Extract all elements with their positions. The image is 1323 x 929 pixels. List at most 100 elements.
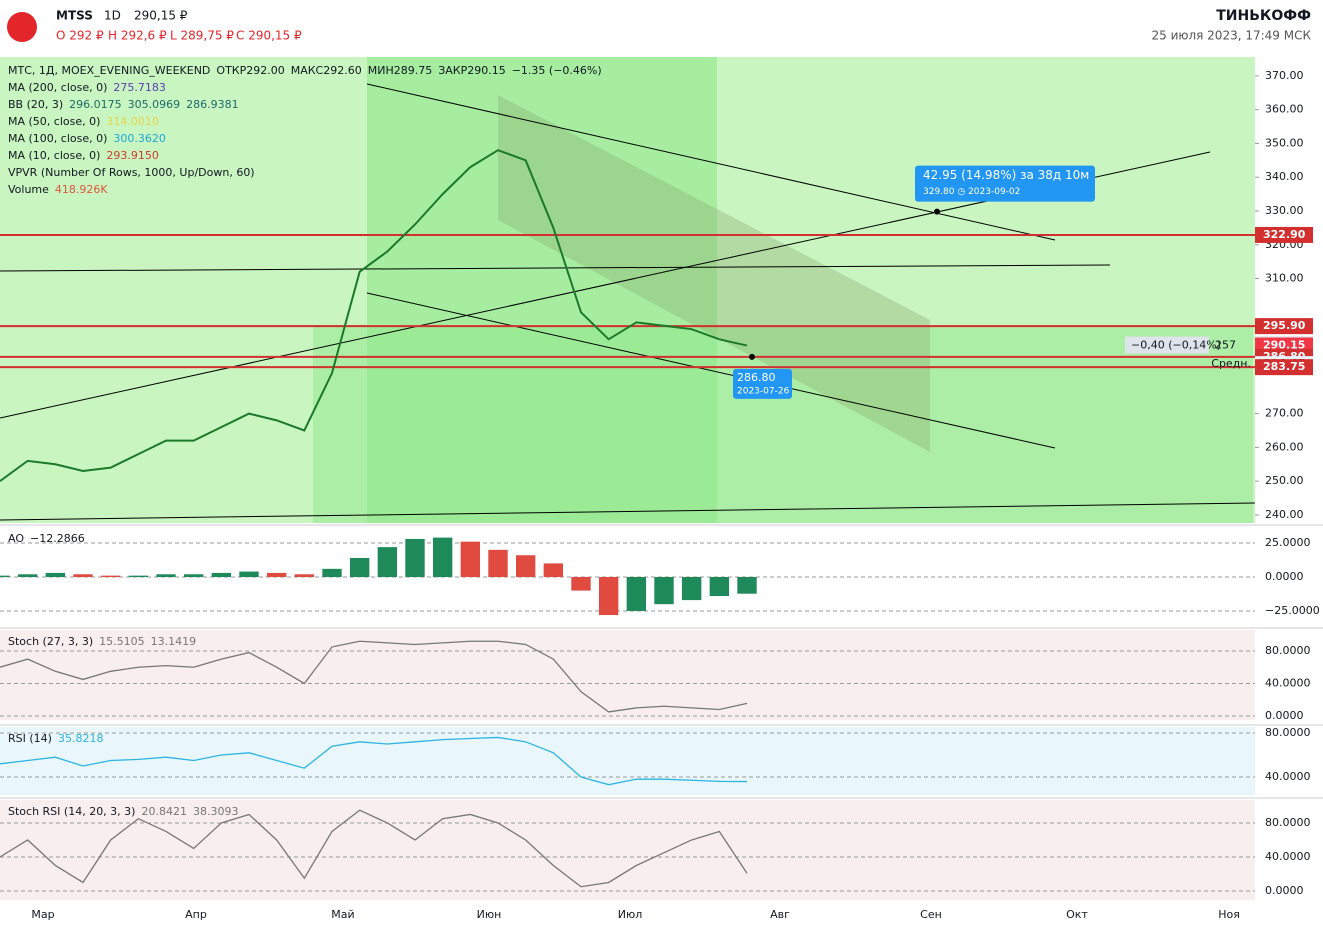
ao-bar (681, 577, 702, 601)
avg-label: Средн. (1211, 357, 1251, 370)
trendline (366, 292, 1056, 449)
datetime: 25 июля 2023, 17:49 МСК (1151, 29, 1311, 43)
ao-bar (515, 555, 536, 577)
panel-title: Stoch (27, 3, 3) (8, 635, 93, 648)
x-axis-label: Май (331, 908, 354, 921)
legend-label: MA (200, close, 0) (8, 81, 107, 94)
measure-box (915, 165, 1095, 202)
price-tick-label: 340.00 (1265, 170, 1304, 183)
panel-title: Stoch RSI (14, 20, 3, 3) (8, 805, 135, 818)
ao-bar (598, 577, 619, 616)
price-tick-label: 240.00 (1265, 508, 1304, 521)
price-tick-label: 310.00 (1265, 272, 1304, 285)
legend-value: ОТКР292.00 (216, 64, 284, 77)
count-tag: 257 (1215, 339, 1236, 352)
trendline (366, 83, 1056, 241)
legend-label: MA (10, close, 0) (8, 149, 100, 162)
ao-bar (322, 568, 342, 577)
panel-bg (0, 727, 1255, 795)
ao-bar (0, 575, 10, 577)
zone (313, 325, 1253, 523)
price-tag (1255, 359, 1313, 376)
price-tick-label: 370.00 (1265, 69, 1304, 82)
price-tick-label: 260.00 (1265, 440, 1304, 453)
legend-label: MA (100, close, 0) (8, 132, 107, 145)
symbol: MTSS (56, 9, 93, 23)
ao-bar (45, 572, 66, 577)
ao-bar (17, 574, 38, 577)
panel-tick-label: 40.0000 (1265, 770, 1311, 783)
ao-bar (211, 572, 232, 577)
logo (7, 12, 37, 42)
marker-date: 2023-07-26 (737, 386, 790, 396)
indicator-line (0, 640, 748, 713)
legend-value: МАКС292.60 (291, 64, 362, 77)
ao-bar (349, 557, 370, 577)
price-axis (1255, 57, 1323, 523)
legend-label: МТС, 1Д, MOEX_EVENING_WEEKEND (8, 64, 210, 77)
ohlc: O 292 ₽ (56, 29, 104, 43)
legend-label: BB (20, 3) (8, 98, 63, 111)
trendline (0, 264, 1111, 272)
close-line (0, 149, 748, 482)
trendline (0, 502, 1256, 521)
legend-value: 418.926K (55, 183, 108, 196)
measure-text: 42.95 (14.98%) за 38д 10м (923, 168, 1089, 182)
x-axis-label: Июл (618, 908, 643, 921)
panel-readout: 20.8421 (141, 805, 187, 818)
price-tag-label: 290.15 (1263, 339, 1305, 352)
legend-value: ЗАКР290.15 (438, 64, 506, 77)
interval: 1D (104, 9, 121, 23)
price-tick-label: 350.00 (1265, 136, 1304, 149)
panel-tick-label: 80.0000 (1265, 816, 1311, 829)
panel-tick-label: 25.0000 (1265, 536, 1311, 549)
marker-box (733, 368, 792, 399)
panel-title: AO (8, 532, 24, 545)
ao-bar (543, 563, 564, 577)
panel-tick-label: 80.0000 (1265, 644, 1311, 657)
indicator-line (0, 736, 748, 786)
ao-bar (100, 575, 121, 577)
ao-bar (128, 575, 149, 577)
legend-value: 296.0175 (69, 98, 122, 111)
ao-bar (571, 577, 591, 591)
legend-value: 300.3620 (113, 132, 166, 145)
panel-tick-label: 0.0000 (1265, 884, 1304, 897)
legend-value: −1.35 (−0.46%) (512, 64, 602, 77)
ao-bar (294, 574, 315, 577)
ao-bar (377, 547, 398, 577)
panel-readout: 35.8218 (58, 732, 104, 745)
change-tag: −0,40 (−0,14%) (1131, 339, 1221, 352)
price-tick-label: 360.00 (1265, 103, 1304, 116)
x-axis-label: Мар (31, 908, 54, 921)
legend-value: 293.9150 (106, 149, 159, 162)
price-tag-label: 295.90 (1263, 319, 1306, 332)
ao-bar (460, 541, 481, 577)
ao-bar (73, 574, 93, 577)
legend-value: МИН289.75 (368, 64, 432, 77)
panel-readout: −12.2866 (30, 532, 85, 545)
measure-point (934, 208, 940, 215)
price: 290,15 ₽ (134, 9, 188, 23)
ao-bar (156, 574, 176, 577)
panel-readout: 15.5105 (99, 635, 145, 648)
ao-bar (654, 577, 674, 605)
x-axis-label: Окт (1066, 908, 1088, 921)
price-tag-label: 322.90 (1263, 228, 1306, 241)
ohlc: L 289,75 ₽ (170, 29, 234, 43)
ao-bar (432, 537, 453, 577)
ohlc: H 292,6 ₽ (108, 29, 167, 43)
legend-label: Volume (8, 183, 49, 196)
legend-label: MA (50, close, 0) (8, 115, 100, 128)
marker-point (749, 353, 755, 360)
panel-tick-label: 80.0000 (1265, 726, 1311, 739)
measure-sub: 329.80 ◷ 2023-09-02 (923, 187, 1020, 197)
price-tick-label: 330.00 (1265, 204, 1304, 217)
panel-tick-label: −25.0000 (1265, 604, 1320, 617)
ao-bar (266, 572, 287, 577)
ao-bar (239, 571, 259, 577)
x-axis-label: Ноя (1218, 908, 1240, 921)
ao-bar (737, 577, 757, 594)
panel-tick-label: 40.0000 (1265, 850, 1311, 863)
